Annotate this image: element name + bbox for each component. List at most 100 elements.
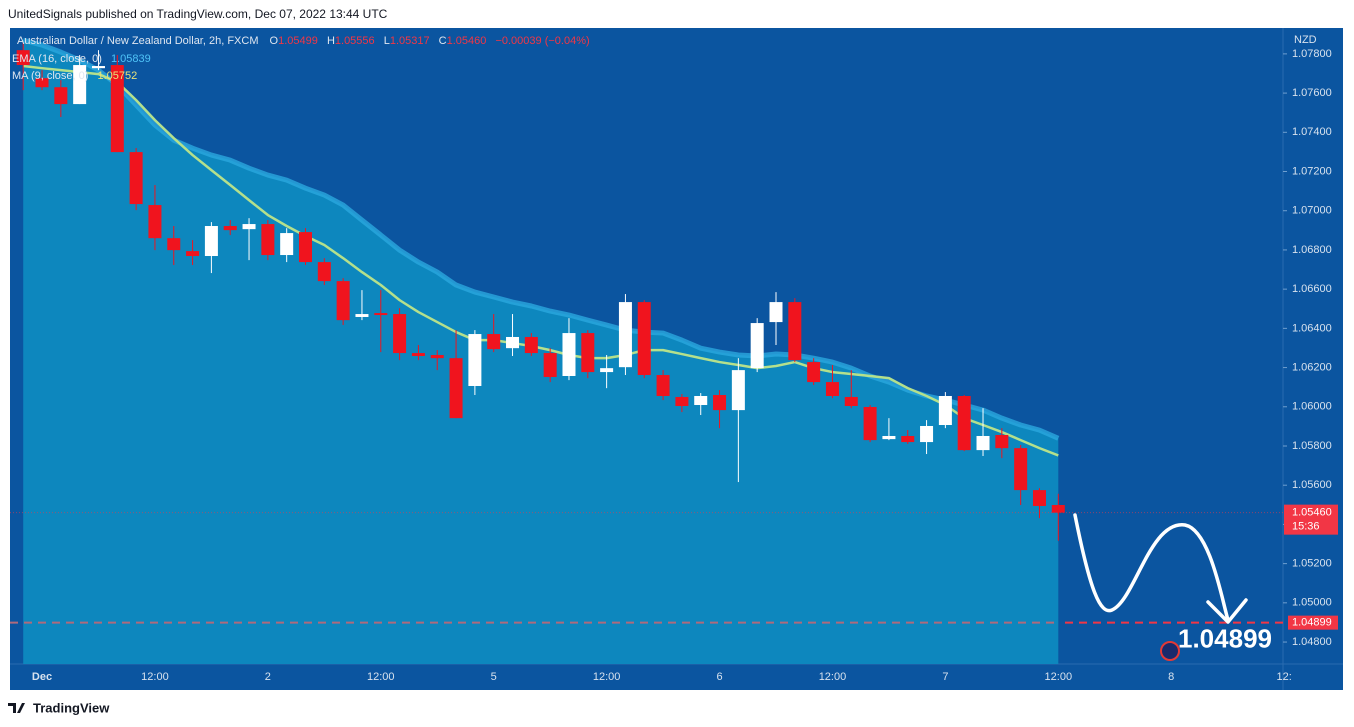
x-tick-label: 12:00 — [1045, 671, 1073, 683]
forecast-arrowhead — [1206, 598, 1248, 624]
overlay-line — [22, 37, 1060, 441]
y-tick-label: 1.07600 — [1292, 87, 1332, 99]
candle-body — [35, 78, 49, 88]
candle-body — [750, 323, 764, 369]
candle-body — [938, 395, 952, 426]
y-tick-label: 1.07000 — [1292, 205, 1332, 217]
last-price-box — [1284, 504, 1338, 535]
y-tick-label: 1.06000 — [1292, 401, 1332, 413]
publish-header: UnitedSignals published on TradingView.c… — [8, 7, 388, 21]
y-tick-label: 1.04800 — [1292, 636, 1332, 648]
x-tick-label: 5 — [491, 671, 497, 683]
y-tick-label: 1.05200 — [1292, 558, 1332, 570]
target-price-box — [1288, 615, 1338, 630]
y-tick-label: 1.06800 — [1292, 244, 1332, 256]
candle-body — [468, 334, 482, 386]
x-tick-label: 7 — [942, 671, 948, 683]
overlay-line — [23, 64, 1059, 457]
y-tick-label: 1.06200 — [1292, 361, 1332, 373]
candle-body — [91, 66, 105, 69]
legend-o-value: 1.05499 — [278, 35, 318, 47]
candle-body — [788, 302, 802, 361]
logo-mark — [8, 703, 25, 713]
candle-body — [524, 336, 538, 354]
legend-ema: EMA (16, close, 0) 1.05839 — [12, 53, 151, 65]
candle-body — [336, 281, 350, 321]
candle-body — [825, 382, 839, 396]
candle-body — [16, 50, 30, 66]
candle-body — [618, 302, 632, 368]
legend-symbol-name: Australian Dollar / New Zealand Dollar, … — [17, 35, 258, 47]
legend-o-label: O — [270, 35, 279, 47]
candle-body — [204, 226, 218, 257]
candle-body — [769, 302, 783, 323]
x-tick-label: 6 — [716, 671, 722, 683]
target-price-label: 1.04899 — [1292, 617, 1332, 629]
y-tick-label: 1.05600 — [1292, 479, 1332, 491]
countdown-label: 15:36 — [1292, 521, 1320, 533]
candle-body — [449, 358, 463, 419]
y-tick-label: 1.05000 — [1292, 597, 1332, 609]
footer-text: TradingView — [33, 700, 110, 715]
legend-c-value: 1.05460 — [447, 35, 487, 47]
x-tick-label: 8 — [1168, 671, 1174, 683]
candle-body — [901, 435, 915, 443]
candle-body — [957, 395, 971, 451]
currency-label: NZD — [1294, 34, 1317, 46]
candle-body — [543, 353, 557, 377]
candle-body — [148, 205, 162, 239]
legend-c-label: C — [439, 35, 447, 47]
legend-l-value: 1.05317 — [390, 35, 430, 47]
candle-body — [807, 362, 821, 383]
candle-body — [430, 355, 444, 359]
legend-ma: MA (9, close, 0) 1.05752 — [12, 70, 137, 82]
candle-body — [374, 313, 388, 316]
candle-body — [844, 396, 858, 406]
candle-body — [713, 395, 727, 411]
candle-body — [280, 233, 294, 256]
candle-body — [223, 226, 237, 231]
axes: 1.048001.050001.052001.054001.056001.058… — [32, 48, 1338, 683]
candle-body — [506, 336, 520, 349]
target-annotation: 1.04899 — [1178, 624, 1272, 654]
candle-body — [167, 238, 181, 251]
y-tick-label: 1.07200 — [1292, 165, 1332, 177]
last-price-label: 1.05460 — [1292, 507, 1332, 519]
x-tick-label: Dec — [32, 671, 52, 683]
legend-ema-name: EMA (16, close, 0) — [12, 53, 102, 65]
y-tick-label: 1.06600 — [1292, 283, 1332, 295]
candle-body — [882, 435, 896, 440]
y-tick-label: 1.07400 — [1292, 126, 1332, 138]
candle-body — [1032, 490, 1046, 506]
x-tick-label: 12:00 — [367, 671, 395, 683]
candle-body — [675, 396, 689, 406]
candle-body — [581, 333, 595, 373]
x-tick-label: 12:00 — [819, 671, 847, 683]
candle-body — [731, 370, 745, 411]
y-tick-label: 1.05800 — [1292, 440, 1332, 452]
candle-body — [976, 435, 990, 451]
legend-l-label: L — [384, 35, 390, 47]
flag-icon — [1160, 641, 1180, 661]
x-tick-label: 2 — [265, 671, 271, 683]
candle-body — [73, 65, 87, 105]
candle-body — [637, 302, 651, 376]
candle-body — [694, 395, 708, 406]
overlay-area — [23, 40, 1059, 664]
candle-body — [920, 425, 934, 443]
candle-body — [186, 251, 200, 257]
x-tick-label: 12: — [1276, 671, 1291, 683]
candle-body — [562, 333, 576, 376]
y-tick-label: 1.07800 — [1292, 48, 1332, 60]
candle-body — [656, 375, 670, 396]
candle-body — [129, 152, 143, 205]
footer-logo: TradingView — [8, 700, 110, 715]
legend-ma-name: MA (9, close, 0) — [12, 70, 88, 82]
x-tick-label: 12:00 — [593, 671, 621, 683]
candle-body — [317, 262, 331, 282]
candle-body — [1051, 505, 1065, 513]
x-tick-label: 12:00 — [141, 671, 169, 683]
candle-body — [242, 224, 256, 230]
candle-body — [110, 65, 124, 153]
